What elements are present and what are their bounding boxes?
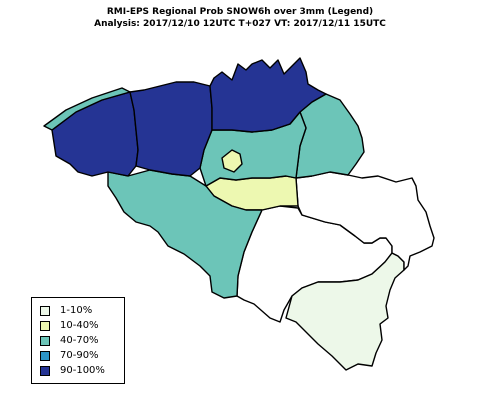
- region-east-flanders[interactable]: [129, 81, 213, 177]
- legend-label: 10-40%: [60, 320, 99, 331]
- region-liege[interactable]: [295, 171, 435, 271]
- legend-swatch: [40, 305, 50, 316]
- legend-label: 70-90%: [60, 350, 99, 361]
- title-line-1: RMI-EPS Regional Prob SNOW6h over 3mm (L…: [106, 7, 374, 17]
- map-title: RMI-EPS Regional Prob SNOW6h over 3mm (L…: [0, 6, 480, 30]
- region-west-flanders[interactable]: [51, 91, 139, 177]
- map-legend: 1-10% 10-40% 40-70% 70-90% 90-100%: [31, 297, 125, 384]
- legend-swatch: [40, 350, 50, 361]
- legend-item: 1-10%: [40, 303, 124, 318]
- legend-item: 10-40%: [40, 318, 124, 333]
- legend-label: 90-100%: [60, 365, 105, 376]
- region-coast-strip[interactable]: [43, 87, 131, 131]
- legend-item: 90-100%: [40, 363, 124, 378]
- legend-label: 1-10%: [60, 305, 93, 316]
- region-brussels[interactable]: [221, 149, 243, 173]
- legend-swatch: [40, 335, 50, 346]
- legend-swatch: [40, 365, 50, 376]
- legend-item: 40-70%: [40, 333, 124, 348]
- legend-swatch: [40, 320, 50, 331]
- legend-item: 70-90%: [40, 348, 124, 363]
- region-hainaut[interactable]: [107, 169, 263, 299]
- legend-label: 40-70%: [60, 335, 99, 346]
- title-line-2: Analysis: 2017/12/10 12UTC T+027 VT: 201…: [94, 19, 386, 29]
- region-antwerp[interactable]: [209, 57, 327, 133]
